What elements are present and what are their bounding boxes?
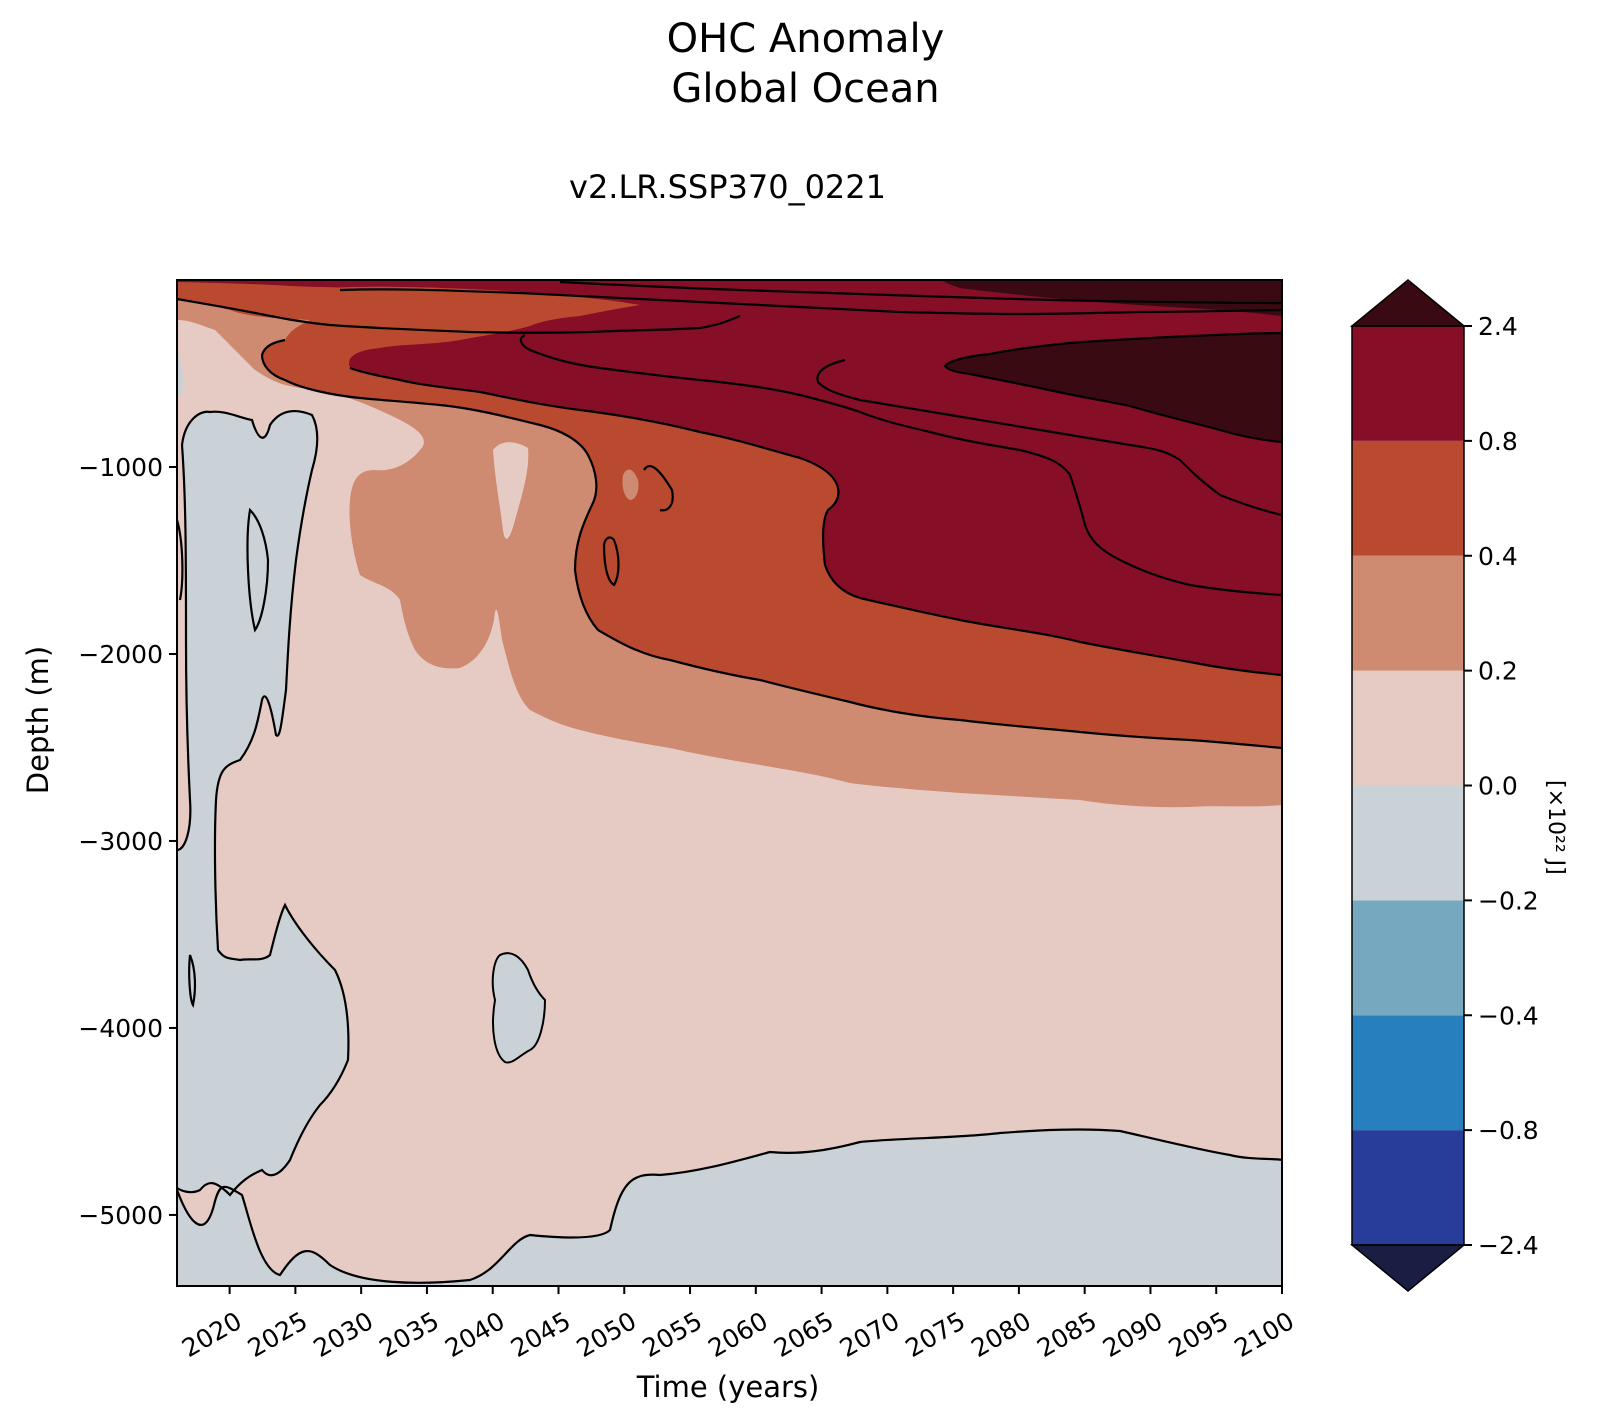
contour-lines xyxy=(177,280,1282,1284)
x-axis-label: Time (years) xyxy=(636,1370,820,1404)
band-0.2-0.4-pocket xyxy=(622,469,639,500)
colorbar-tick-label: −0.4 xyxy=(1478,1001,1539,1030)
x-tick-label: 2035 xyxy=(374,1306,444,1363)
y-tick-label: −2000 xyxy=(78,640,163,669)
contour-surface-1 xyxy=(177,297,741,334)
chart-subtitle-run: v2.LR.SSP370_0221 xyxy=(569,168,886,206)
colorbar-under-extension xyxy=(1349,1244,1467,1292)
x-tick-label: 2085 xyxy=(1032,1306,1102,1363)
x-tick-label: 2050 xyxy=(572,1306,642,1363)
band-neg-bottom xyxy=(177,1129,1282,1286)
contour-zero-left-sliver xyxy=(188,954,197,1009)
x-tick-label: 2055 xyxy=(637,1306,707,1363)
x-tick-label: 2060 xyxy=(703,1306,773,1363)
contour-2.4 xyxy=(943,331,1282,444)
colorbar-tick-label: 2.4 xyxy=(1478,312,1518,341)
colorbar-label: [×10²² J] xyxy=(1543,780,1568,875)
contour-0.4-small-loop xyxy=(602,536,620,587)
contour-0.4-island xyxy=(643,465,674,512)
contour-zero-left-edge xyxy=(177,519,184,601)
x-tick-label: 2080 xyxy=(966,1306,1036,1363)
y-tick-label: −3000 xyxy=(78,827,163,856)
colorbar-tick-label: 0.0 xyxy=(1478,772,1518,801)
y-tick-label: −5000 xyxy=(78,1201,163,1230)
x-tick-label: 2020 xyxy=(177,1306,247,1363)
contour-0.8-deep xyxy=(816,358,1282,517)
colorbar-band xyxy=(1352,440,1464,556)
contour-0.8 xyxy=(349,366,1282,677)
contour-zero-left-loop xyxy=(246,507,270,633)
colorbar-tick-label: −2.4 xyxy=(1478,1231,1539,1260)
contour-surface-3 xyxy=(559,280,1282,305)
band-0.4-0.8-surface-pocket xyxy=(330,286,640,313)
chart-title-region: Global Ocean xyxy=(671,66,940,112)
x-tick-label: 2070 xyxy=(835,1306,905,1363)
colorbar-tick-label: 0.4 xyxy=(1478,542,1518,571)
x-tick-label: 2090 xyxy=(1098,1306,1168,1363)
x-tick-label: 2095 xyxy=(1164,1306,1234,1363)
x-tick-label: 2100 xyxy=(1229,1306,1299,1363)
colorbar-tick-label: −0.2 xyxy=(1478,886,1539,915)
contour-0.8-inner xyxy=(519,333,1282,597)
contour-zero-left-inner xyxy=(177,444,192,852)
chart-title: OHC Anomaly xyxy=(666,16,945,62)
colorbar-tick-label: 0.8 xyxy=(1478,427,1518,456)
plot-frame xyxy=(176,279,1283,1287)
colorbar-band xyxy=(1352,326,1464,441)
band-neg-left xyxy=(177,350,349,1195)
x-tick-label: 2065 xyxy=(769,1306,839,1363)
colorbar-band xyxy=(1352,900,1464,1016)
band-over-2.4-fill xyxy=(940,280,1282,442)
x-tick-label: 2045 xyxy=(506,1306,576,1363)
x-axis: 2020202520302035204020452050205520602065… xyxy=(177,1286,1299,1363)
contour-zero-left xyxy=(177,410,350,1197)
y-tick-label: −1000 xyxy=(78,453,163,482)
colorbar-band xyxy=(1352,1015,1464,1131)
colorbar-band xyxy=(1352,785,1464,901)
colorbar-band xyxy=(1352,1130,1464,1245)
colorbar-over-extension xyxy=(1349,279,1467,327)
y-axis: −1000 −2000 −3000 −4000 −5000 xyxy=(78,453,177,1230)
contour-zero-bottom xyxy=(177,1128,1282,1284)
colorbar-band xyxy=(1352,555,1464,671)
colorbar-band xyxy=(1352,670,1464,786)
band-neg-blob-4000 xyxy=(491,952,547,1064)
x-tick-label: 2040 xyxy=(440,1306,510,1363)
y-tick-label: −4000 xyxy=(78,1014,163,1043)
y-axis-label: Depth (m) xyxy=(21,645,55,795)
band-0.0-0.2-pocket xyxy=(493,442,529,539)
colorbar: 2.4 0.8 0.4 0.2 0.0 −0.2 −0.4 −0.8 −2.4 xyxy=(1349,279,1539,1292)
contour-fills xyxy=(177,280,1282,1286)
x-tick-label: 2025 xyxy=(243,1306,313,1363)
contour-surface-2 xyxy=(339,288,1282,316)
x-tick-label: 2030 xyxy=(309,1306,379,1363)
colorbar-tick-label: −0.8 xyxy=(1478,1116,1539,1145)
x-tick-label: 2075 xyxy=(901,1306,971,1363)
contour-0.4 xyxy=(260,338,1282,750)
colorbar-tick-label: 0.2 xyxy=(1478,657,1518,686)
